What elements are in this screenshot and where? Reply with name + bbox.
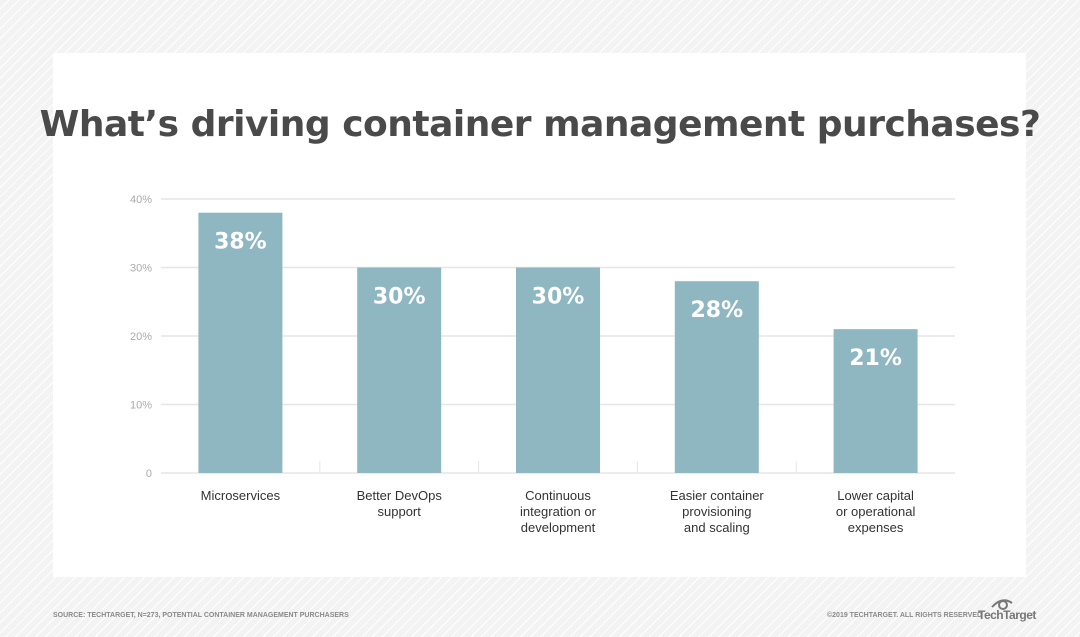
y-tick-label: 10% bbox=[130, 400, 152, 412]
bar bbox=[198, 212, 283, 473]
x-tick-label: Lower capital bbox=[837, 488, 914, 503]
data-label: 30% bbox=[373, 285, 426, 310]
data-label: 38% bbox=[214, 230, 267, 255]
data-label: 21% bbox=[849, 346, 902, 371]
x-tick-label: Easier container bbox=[670, 488, 765, 503]
y-tick-label: 0 bbox=[146, 468, 152, 480]
y-tick-label: 20% bbox=[130, 331, 152, 343]
data-label: 30% bbox=[532, 285, 585, 310]
copyright-note: ©2019 TECHTARGET. ALL RIGHTS RESERVED bbox=[827, 612, 983, 619]
bar bbox=[833, 329, 918, 473]
bar bbox=[516, 267, 600, 473]
x-tick-label: expenses bbox=[848, 520, 904, 535]
x-tick-label: Continuous bbox=[525, 488, 591, 503]
bar bbox=[357, 267, 442, 473]
x-tick-label: integration or bbox=[520, 504, 597, 519]
y-tick-label: 30% bbox=[130, 263, 152, 275]
x-tick-label: Better DevOps bbox=[357, 488, 443, 503]
eye-icon bbox=[991, 599, 1013, 610]
x-tick-label: support bbox=[378, 504, 422, 519]
x-tick-label: development bbox=[521, 520, 596, 535]
source-note: SOURCE: TECHTARGET, N=273, POTENTIAL CON… bbox=[53, 612, 349, 619]
y-tick-label: 40% bbox=[130, 194, 152, 206]
techtarget-logo: TechTarget bbox=[978, 596, 1036, 624]
x-tick-label: provisioning bbox=[682, 504, 751, 519]
data-label: 28% bbox=[690, 298, 743, 323]
chart-title: What’s driving container management purc… bbox=[39, 104, 1041, 145]
bar bbox=[674, 281, 759, 473]
x-tick-label: Microservices bbox=[201, 488, 281, 503]
x-tick-label: or operational bbox=[836, 504, 916, 519]
x-tick-label: and scaling bbox=[684, 520, 750, 535]
